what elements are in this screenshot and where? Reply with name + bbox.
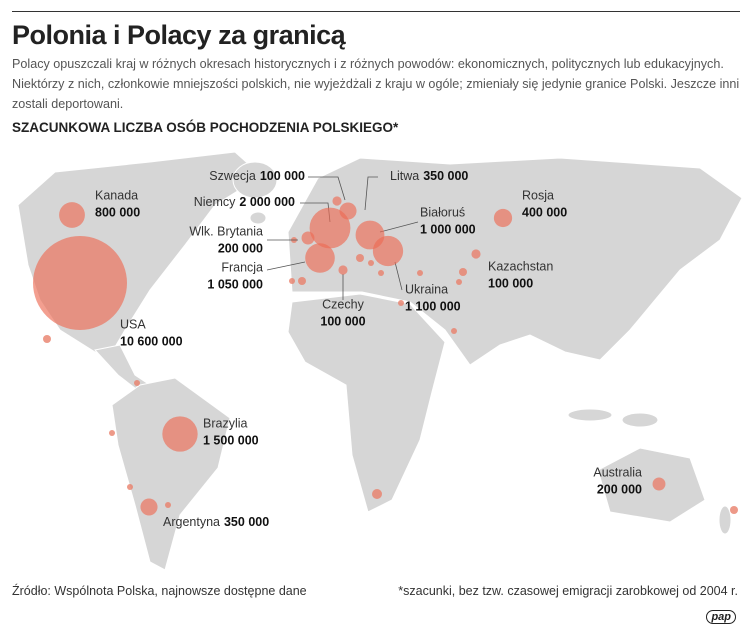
logo: pap <box>706 610 736 624</box>
country-name: Argentyna <box>163 515 220 529</box>
country-value: 100 000 <box>260 169 305 183</box>
country-name: Niemcy <box>194 195 236 209</box>
country-name: Ukraina <box>405 282 448 296</box>
subtitle: SZACUNKOWA LICZBA OSÓB POCHODZENIA POLSK… <box>12 120 399 135</box>
country-label: Niemcy 2 000 000 <box>194 195 295 209</box>
bubble <box>493 208 513 228</box>
country-value: 1 050 000 <box>207 277 263 291</box>
footnote: *szacunki, bez tzw. czasowej emigracji z… <box>398 584 738 598</box>
bubble <box>355 220 385 250</box>
bubble <box>59 202 85 228</box>
top-rule <box>12 11 740 12</box>
bubble <box>140 498 158 516</box>
minor-points <box>43 237 738 514</box>
country-value: 200 000 <box>597 482 642 496</box>
bubble <box>301 231 315 245</box>
country-value: 1 500 000 <box>203 433 259 447</box>
bubble <box>309 207 351 249</box>
bubble <box>33 236 127 330</box>
country-name: Litwa <box>390 169 419 183</box>
bubble <box>652 477 666 491</box>
country-value: 2 000 000 <box>239 195 295 209</box>
country-name: Szwecja <box>209 169 256 183</box>
country-name: Białoruś <box>420 205 465 219</box>
leaders <box>266 176 419 300</box>
country-name: Wlk. Brytania <box>189 224 263 238</box>
country-value: 350 000 <box>423 169 468 183</box>
bubble <box>305 243 335 273</box>
title: Polonia i Polacy za granicą <box>12 20 346 50</box>
country-name: Australia <box>593 465 642 479</box>
country-value: 1 000 000 <box>420 222 476 236</box>
country-value: 100 000 <box>320 314 365 328</box>
country-name: Czechy <box>322 297 364 311</box>
country-value: 350 000 <box>224 515 269 529</box>
country-value: 1 100 000 <box>405 299 461 313</box>
country-value: 100 000 <box>488 276 533 290</box>
country-value: 10 600 000 <box>120 334 183 348</box>
country-label: Argentyna 350 000 <box>163 515 269 529</box>
country-label: Szwecja 100 000 <box>209 169 305 183</box>
country-name: Francja <box>221 260 263 274</box>
country-value: 800 000 <box>95 205 140 219</box>
bubble <box>332 196 342 206</box>
bubble <box>338 265 348 275</box>
bubble <box>471 249 481 259</box>
country-label: Litwa 350 000 <box>390 169 468 183</box>
country-name: Brazylia <box>203 416 248 430</box>
country-value: 400 000 <box>522 205 567 219</box>
country-value: 200 000 <box>218 241 263 255</box>
bubble <box>162 416 198 452</box>
description: Polacy opuszczali kraj w różnych okresac… <box>12 57 740 111</box>
country-name: Kanada <box>95 188 138 202</box>
country-name: Kazachstan <box>488 259 553 273</box>
country-name: USA <box>120 317 146 331</box>
country-name: Rosja <box>522 188 554 202</box>
source: Źródło: Wspólnota Polska, najnowsze dost… <box>12 584 307 598</box>
